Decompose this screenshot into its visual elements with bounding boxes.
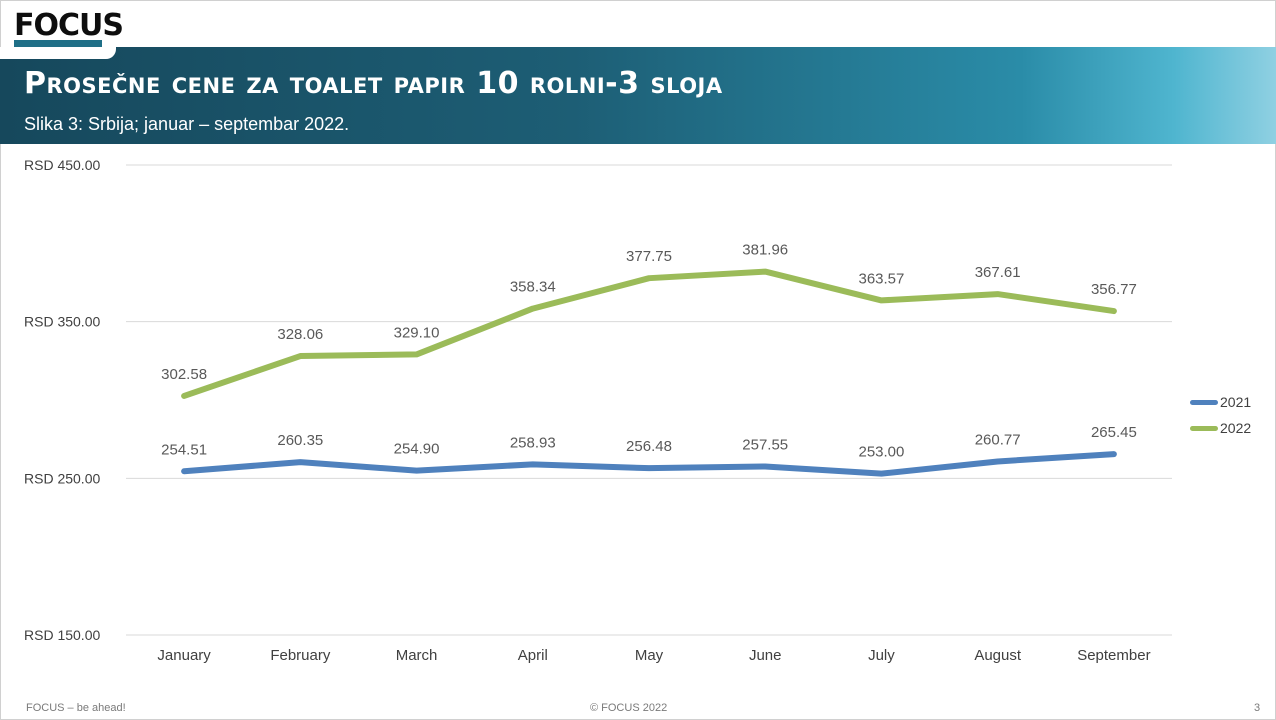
data-label-2021-april: 258.93 <box>510 434 556 451</box>
series-line-2022 <box>181 268 1117 399</box>
legend-label-2021: 2021 <box>1220 394 1252 410</box>
legend-swatch-2022 <box>1190 425 1218 431</box>
legend-label-2022: 2022 <box>1220 420 1252 436</box>
x-tick-label-march: March <box>396 647 438 664</box>
data-label-2021-february: 260.35 <box>277 432 323 449</box>
x-tick-label-august: August <box>974 647 1022 664</box>
y-tick-label-450: RSD 450.00 <box>24 157 100 173</box>
data-label-2022-january: 302.58 <box>161 366 207 383</box>
legend-swatch-2021 <box>1190 399 1218 405</box>
data-label-2022-september: 356.77 <box>1091 281 1137 298</box>
x-tick-label-july: July <box>868 647 895 664</box>
x-tick-label-may: May <box>635 647 664 664</box>
x-tick-label-june: June <box>749 647 782 664</box>
data-label-2021-august: 260.77 <box>975 431 1021 448</box>
y-tick-label-350: RSD 350.00 <box>24 314 100 330</box>
line-chart: RSD 150.00 RSD 250.00 RSD 350.00 RSD 450.00… <box>24 157 1172 664</box>
data-label-2022-april: 358.34 <box>510 279 556 296</box>
data-label-2021-march: 254.90 <box>394 441 440 458</box>
legend-item-2022: 2022 <box>1190 415 1251 441</box>
x-tick-label-february: February <box>270 647 331 664</box>
logo-underline <box>14 40 102 47</box>
x-tick-label-april: April <box>518 647 548 664</box>
title-banner <box>0 47 1276 144</box>
data-label-2022-february: 328.06 <box>277 326 323 343</box>
page-number: 3 <box>1254 702 1261 714</box>
x-tick-label-january: January <box>157 647 211 664</box>
data-label-2022-july: 363.57 <box>858 270 904 287</box>
data-label-2021-september: 265.45 <box>1091 424 1137 441</box>
data-label-2021-july: 253.00 <box>858 444 904 461</box>
data-label-2022-may: 377.75 <box>626 248 672 265</box>
legend-item-2021: 2021 <box>1190 389 1251 415</box>
banner-notch <box>0 47 116 59</box>
chart-legend: 2021 2022 <box>1190 389 1251 441</box>
focus-logo: FOCUS <box>14 8 124 50</box>
data-label-2022-march: 329.10 <box>394 324 440 341</box>
y-tick-label-150: RSD 150.00 <box>24 627 100 643</box>
page-subtitle: Slika 3: Srbija; januar – septembar 2022… <box>24 114 350 134</box>
data-label-2022-august: 367.61 <box>975 264 1021 281</box>
y-tick-label-250: RSD 250.00 <box>24 470 100 486</box>
data-label-2021-may: 256.48 <box>626 438 672 455</box>
x-tick-label-september: September <box>1077 647 1150 664</box>
data-label-2021-june: 257.55 <box>742 437 788 454</box>
page-title: Prosečne cene za toalet papir 10 rolni-3… <box>24 66 723 101</box>
logo-text: FOCUS <box>14 8 124 43</box>
footer-copyright: © FOCUS 2022 <box>590 702 668 714</box>
series-line-2021 <box>181 451 1117 477</box>
data-label-2021-january: 254.51 <box>161 441 207 458</box>
data-label-2022-june: 381.96 <box>742 242 788 259</box>
footer-tagline: FOCUS – be ahead! <box>26 702 126 714</box>
